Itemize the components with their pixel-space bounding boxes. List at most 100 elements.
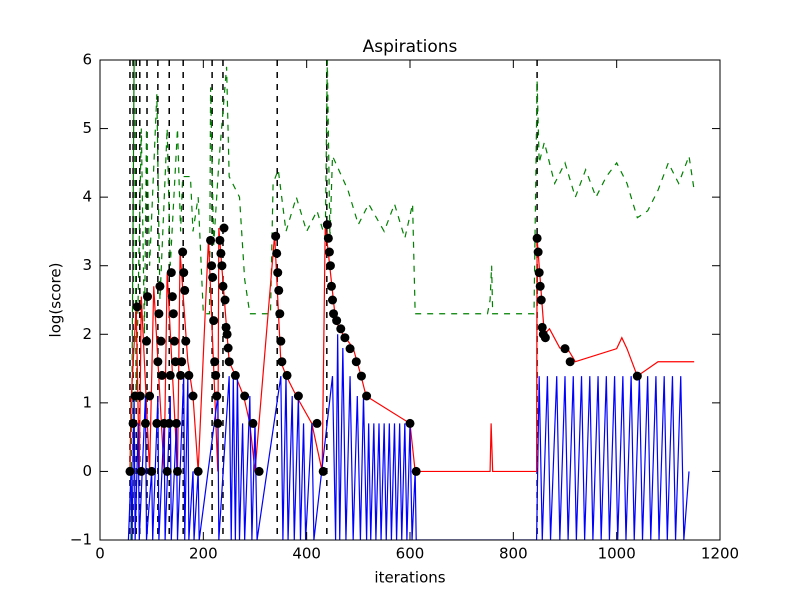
point: [276, 336, 286, 346]
point: [274, 285, 284, 295]
y-tick-label: 1: [82, 393, 92, 411]
point: [206, 235, 216, 245]
point: [162, 466, 172, 476]
x-tick-label: 200: [189, 545, 218, 563]
y-tick-label: −1: [70, 531, 92, 549]
point: [128, 418, 138, 428]
point: [209, 316, 219, 326]
point: [215, 235, 225, 245]
point: [340, 333, 350, 343]
point: [218, 281, 228, 291]
point: [312, 418, 322, 428]
point: [164, 418, 174, 428]
point: [254, 466, 264, 476]
point: [154, 309, 164, 319]
point: [411, 466, 421, 476]
point: [221, 322, 231, 332]
point: [180, 285, 190, 295]
point: [157, 370, 167, 380]
x-tick-label: 400: [292, 545, 321, 563]
point: [230, 370, 240, 380]
point: [136, 466, 146, 476]
line: [127, 334, 690, 540]
point: [323, 233, 333, 243]
point: [171, 418, 181, 428]
point: [224, 357, 234, 367]
point: [324, 247, 334, 257]
point: [143, 292, 153, 302]
point: [240, 391, 250, 401]
point: [277, 357, 287, 367]
point: [248, 418, 258, 428]
point: [632, 371, 642, 381]
point: [168, 309, 178, 319]
point: [140, 418, 150, 428]
point: [132, 302, 142, 312]
point: [540, 333, 550, 343]
point: [125, 466, 135, 476]
point: [210, 357, 220, 367]
point: [177, 357, 187, 367]
point: [216, 248, 226, 258]
point: [135, 391, 145, 401]
point: [193, 466, 203, 476]
point: [533, 247, 543, 257]
point: [532, 233, 542, 243]
chart-title: Aspirations: [363, 37, 458, 57]
point: [322, 220, 332, 230]
point: [565, 357, 575, 367]
point: [188, 391, 198, 401]
point: [165, 370, 175, 380]
point: [142, 336, 151, 346]
x-tick-label: 1000: [598, 545, 636, 563]
point: [155, 281, 165, 291]
y-tick-label: 4: [82, 188, 92, 206]
y-tick-label: 5: [82, 119, 92, 137]
point: [405, 418, 415, 428]
point: [166, 268, 176, 278]
point: [560, 344, 570, 354]
x-tick-label: 600: [396, 545, 425, 563]
point: [208, 272, 218, 282]
point: [535, 281, 545, 291]
point: [223, 343, 233, 353]
point: [147, 466, 157, 476]
point: [318, 466, 328, 476]
point: [328, 295, 337, 305]
point: [153, 357, 163, 367]
point: [176, 370, 186, 380]
point: [222, 329, 232, 339]
point: [326, 281, 336, 291]
point: [207, 261, 217, 271]
point: [282, 370, 292, 380]
point: [184, 370, 194, 380]
point: [219, 223, 229, 233]
point: [293, 391, 303, 401]
point: [156, 336, 166, 346]
point: [336, 324, 346, 334]
point: [152, 418, 162, 428]
point: [271, 231, 281, 241]
x-axis-label: iterations: [374, 569, 445, 587]
x-tick-label: 800: [499, 545, 528, 563]
point: [173, 466, 182, 476]
point: [536, 295, 546, 305]
point: [272, 248, 282, 258]
point: [181, 336, 191, 346]
point: [329, 309, 339, 319]
point: [167, 292, 177, 302]
plot-area: [125, 60, 695, 540]
point: [213, 418, 223, 428]
point: [351, 357, 361, 367]
point: [217, 261, 227, 271]
point: [145, 391, 155, 401]
x-tick-label: 0: [95, 545, 105, 563]
point: [534, 268, 544, 278]
x-tick-label: 1200: [701, 545, 739, 563]
point: [170, 357, 180, 367]
point: [178, 247, 188, 257]
y-tick-label: 6: [82, 51, 92, 69]
point: [179, 268, 189, 278]
point: [345, 344, 355, 354]
